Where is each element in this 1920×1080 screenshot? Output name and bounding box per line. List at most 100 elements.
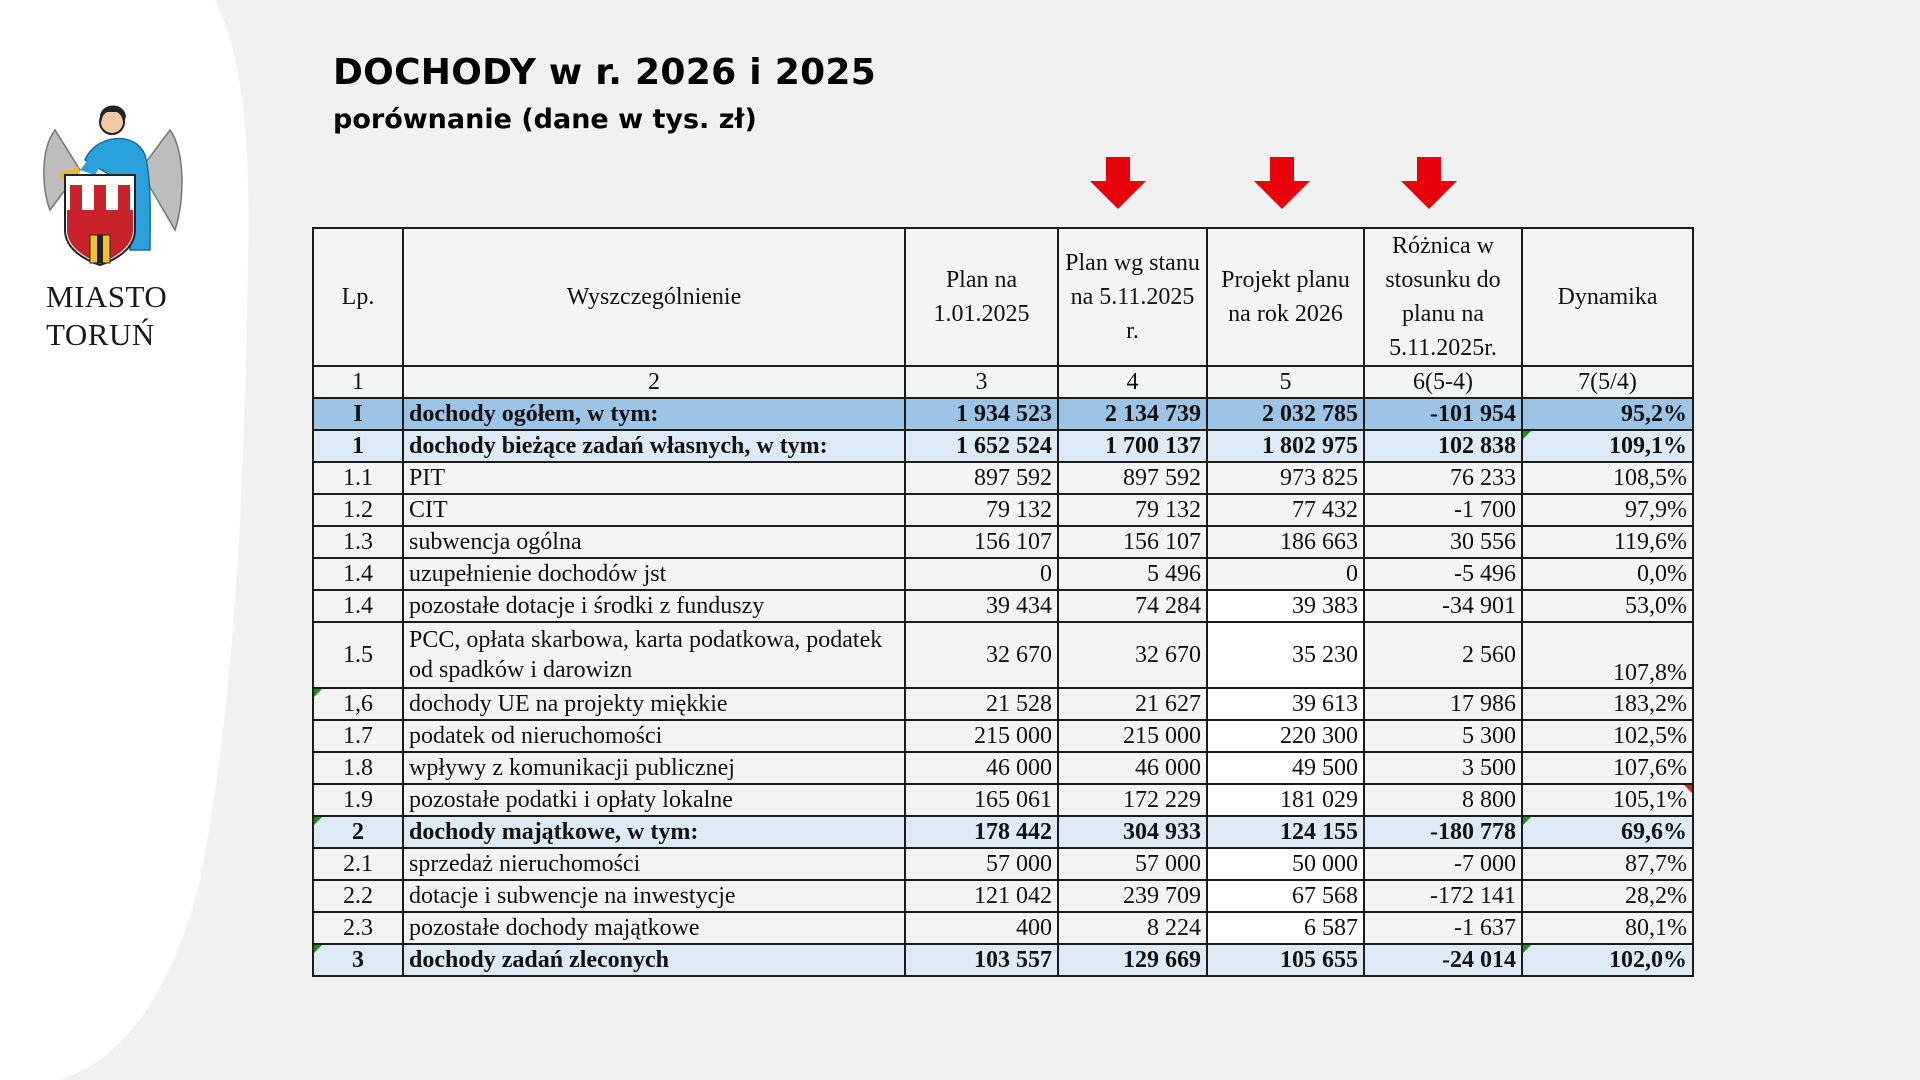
arrow-down-icon (1254, 157, 1310, 209)
table-row: 1.4 uzupełnienie dochodów jst 0 5 496 0 -5 49… (312, 557, 1694, 591)
row-lp: 1.1 (312, 461, 404, 495)
row-plan-current: 2 134 739 (1057, 397, 1208, 431)
row-difference: 3 500 (1363, 751, 1523, 785)
row-plan-2025: 103 557 (904, 943, 1059, 977)
row-dynamics: 107,6% (1521, 751, 1694, 785)
row-lp: 3 (312, 943, 404, 977)
column-number: 1 (312, 365, 404, 399)
row-difference: 102 838 (1363, 429, 1523, 463)
row-project-2026: 105 655 (1206, 943, 1365, 977)
row-plan-current: 57 000 (1057, 847, 1208, 881)
table-row: 1.5 PCC, opłata skarbowa, karta podatkowa… (312, 621, 1694, 689)
row-plan-current: 172 229 (1057, 783, 1208, 817)
row-description: podatek od nieruchomości (402, 719, 906, 753)
row-plan-current: 156 107 (1057, 525, 1208, 559)
row-lp: 1 (312, 429, 404, 463)
row-plan-current: 79 132 (1057, 493, 1208, 527)
row-plan-2025: 21 528 (904, 687, 1059, 721)
row-description: pozostałe podatki i opłaty lokalne (402, 783, 906, 817)
row-plan-2025: 32 670 (904, 621, 1059, 689)
torun-coat-of-arms-logo (43, 105, 183, 267)
row-plan-2025: 121 042 (904, 879, 1059, 913)
table-row: 1,6 dochody UE na projekty miękkie 21 528 2… (312, 687, 1694, 721)
table-row: 1.7 podatek od nieruchomości 215 000 215 00… (312, 719, 1694, 753)
logo-panel-background (0, 0, 249, 1080)
row-difference: -1 637 (1363, 911, 1523, 945)
row-lp: I (312, 397, 404, 431)
row-project-2026: 50 000 (1206, 847, 1365, 881)
row-project-2026: 39 613 (1206, 687, 1365, 721)
table-row: 1.2 CIT 79 132 79 132 77 432 -1 700 97,9% (312, 493, 1694, 527)
column-number: 2 (402, 365, 906, 399)
row-difference: -1 700 (1363, 493, 1523, 527)
row-difference: 17 986 (1363, 687, 1523, 721)
column-number: 4 (1057, 365, 1208, 399)
row-description: wpływy z komunikacji publicznej (402, 751, 906, 785)
header-description: Wyszczególnienie (402, 227, 906, 367)
row-difference: -101 954 (1363, 397, 1523, 431)
row-project-2026: 0 (1206, 557, 1365, 591)
header-dynamics: Dynamika (1521, 227, 1694, 367)
row-plan-2025: 156 107 (904, 525, 1059, 559)
row-lp: 2.2 (312, 879, 404, 913)
row-dynamics: 0,0% (1521, 557, 1694, 591)
column-number: 7(5/4) (1521, 365, 1694, 399)
header-plan-2025: Plan na 1.01.2025 (904, 227, 1059, 367)
row-dynamics: 69,6% (1521, 815, 1694, 849)
row-plan-current: 46 000 (1057, 751, 1208, 785)
row-plan-current: 1 700 137 (1057, 429, 1208, 463)
row-project-2026: 77 432 (1206, 493, 1365, 527)
revenue-table: Lp. Wyszczególnienie Plan na 1.01.2025 P… (312, 227, 1694, 977)
table-row: 1.4 pozostałe dotacje i środki z funduszy… (312, 589, 1694, 623)
row-lp: 2.1 (312, 847, 404, 881)
row-dynamics: 108,5% (1521, 461, 1694, 495)
row-description: dochody bieżące zadań własnych, w tym: (402, 429, 906, 463)
row-dynamics: 119,6% (1521, 525, 1694, 559)
row-lp: 1.4 (312, 589, 404, 623)
row-difference: -172 141 (1363, 879, 1523, 913)
row-plan-2025: 79 132 (904, 493, 1059, 527)
row-project-2026: 181 029 (1206, 783, 1365, 817)
header-difference: Różnica w stosunku do planu na 5.11.2025… (1363, 227, 1523, 367)
column-number: 3 (904, 365, 1059, 399)
arrow-down-icon (1401, 157, 1457, 209)
row-lp: 2.3 (312, 911, 404, 945)
arrow-down-icon (1090, 157, 1146, 209)
row-project-2026: 67 568 (1206, 879, 1365, 913)
row-plan-current: 21 627 (1057, 687, 1208, 721)
row-description: dochody ogółem, w tym: (402, 397, 906, 431)
row-plan-current: 239 709 (1057, 879, 1208, 913)
row-plan-current: 129 669 (1057, 943, 1208, 977)
row-difference: 8 800 (1363, 783, 1523, 817)
row-plan-current: 897 592 (1057, 461, 1208, 495)
row-plan-2025: 165 061 (904, 783, 1059, 817)
row-plan-2025: 1 652 524 (904, 429, 1059, 463)
logo-line-2: TORUŃ (46, 317, 155, 352)
row-plan-2025: 39 434 (904, 589, 1059, 623)
page-subtitle: porównanie (dane w tys. zł) (333, 104, 757, 135)
row-project-2026: 124 155 (1206, 815, 1365, 849)
row-plan-2025: 215 000 (904, 719, 1059, 753)
row-description: sprzedaż nieruchomości (402, 847, 906, 881)
row-project-2026: 973 825 (1206, 461, 1365, 495)
row-lp: 1.5 (312, 621, 404, 689)
header-row: Lp. Wyszczególnienie Plan na 1.01.2025 P… (312, 227, 1694, 367)
row-difference: 2 560 (1363, 621, 1523, 689)
row-dynamics: 102,5% (1521, 719, 1694, 753)
header-project-2026: Projekt planu na rok 2026 (1206, 227, 1365, 367)
table-row: 1.8 wpływy z komunikacji publicznej 46 000… (312, 751, 1694, 785)
row-dynamics: 102,0% (1521, 943, 1694, 977)
table-row: 2.1 sprzedaż nieruchomości 57 000 57 000 50 … (312, 847, 1694, 881)
row-difference: -5 496 (1363, 557, 1523, 591)
row-plan-current: 5 496 (1057, 557, 1208, 591)
logo-line-1: MIASTO (46, 279, 168, 314)
row-difference: 76 233 (1363, 461, 1523, 495)
row-difference: 30 556 (1363, 525, 1523, 559)
table-row: 2.3 pozostałe dochody majątkowe 400 8 224 6 … (312, 911, 1694, 945)
row-dynamics: 183,2% (1521, 687, 1694, 721)
row-lp: 1.7 (312, 719, 404, 753)
row-plan-2025: 57 000 (904, 847, 1059, 881)
row-lp: 1.2 (312, 493, 404, 527)
row-difference: -7 000 (1363, 847, 1523, 881)
